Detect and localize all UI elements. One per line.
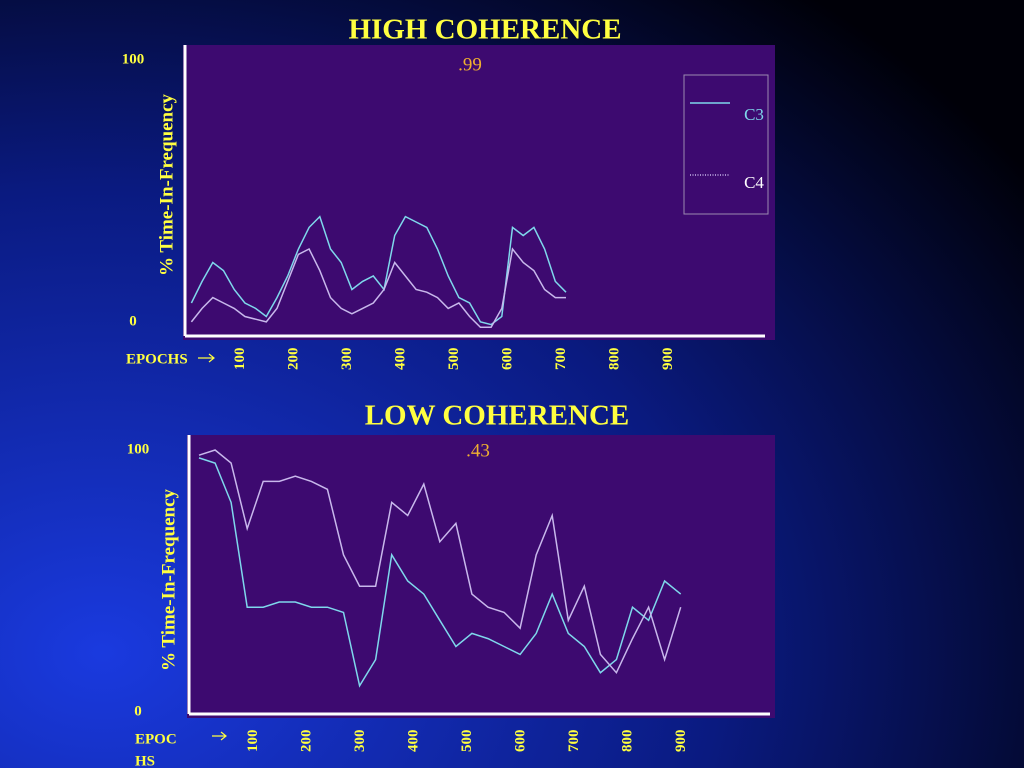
x-tick-label: 300 (339, 348, 355, 371)
x-tick-label: 200 (298, 730, 314, 753)
x-axis-label: EPOC (135, 731, 177, 747)
x-tick-label: 600 (500, 348, 516, 371)
x-axis-label: HS (135, 753, 155, 768)
y-axis-label: % Time-In-Frequency (158, 488, 179, 671)
legend-box (683, 74, 769, 215)
y-axis-label: % Time-In-Frequency (156, 93, 177, 276)
x-tick-label: 400 (406, 730, 422, 753)
y-tick-label: 0 (129, 313, 137, 329)
chart-title: LOW COHERENCE (365, 400, 630, 432)
x-tick-label: 800 (607, 348, 623, 371)
x-tick-label: 400 (393, 348, 409, 371)
x-axis-label: EPOCHS (126, 351, 188, 367)
data-line (198, 457, 682, 688)
x-tick-label: 900 (673, 730, 689, 753)
y-tick-label: 100 (122, 51, 145, 67)
x-tick-label: 800 (620, 730, 636, 753)
plot-area (183, 45, 775, 340)
x-tick-label: 700 (566, 730, 582, 753)
legend-label: C4 (744, 173, 764, 192)
x-tick-label: 600 (513, 730, 529, 753)
x-tick-label: 200 (285, 348, 301, 371)
x-tick-label: 700 (553, 348, 569, 371)
x-tick-label: 500 (459, 730, 475, 753)
data-line (198, 449, 682, 675)
annotation: .99 (458, 54, 482, 75)
chart-title: HIGH COHERENCE (348, 14, 621, 46)
arrow (212, 731, 227, 741)
plot-area (187, 435, 775, 718)
arrow (198, 353, 215, 363)
x-tick-label: 300 (352, 730, 368, 753)
annotation: .43 (466, 440, 490, 461)
y-tick-label: 100 (127, 441, 150, 457)
x-tick-label: 500 (446, 348, 462, 371)
legend-label: C3 (744, 105, 764, 124)
y-tick-label: 0 (134, 703, 142, 719)
x-tick-label: 100 (232, 348, 248, 371)
data-line (190, 247, 566, 329)
x-tick-label: 100 (245, 730, 261, 753)
x-tick-label: 900 (660, 348, 676, 371)
